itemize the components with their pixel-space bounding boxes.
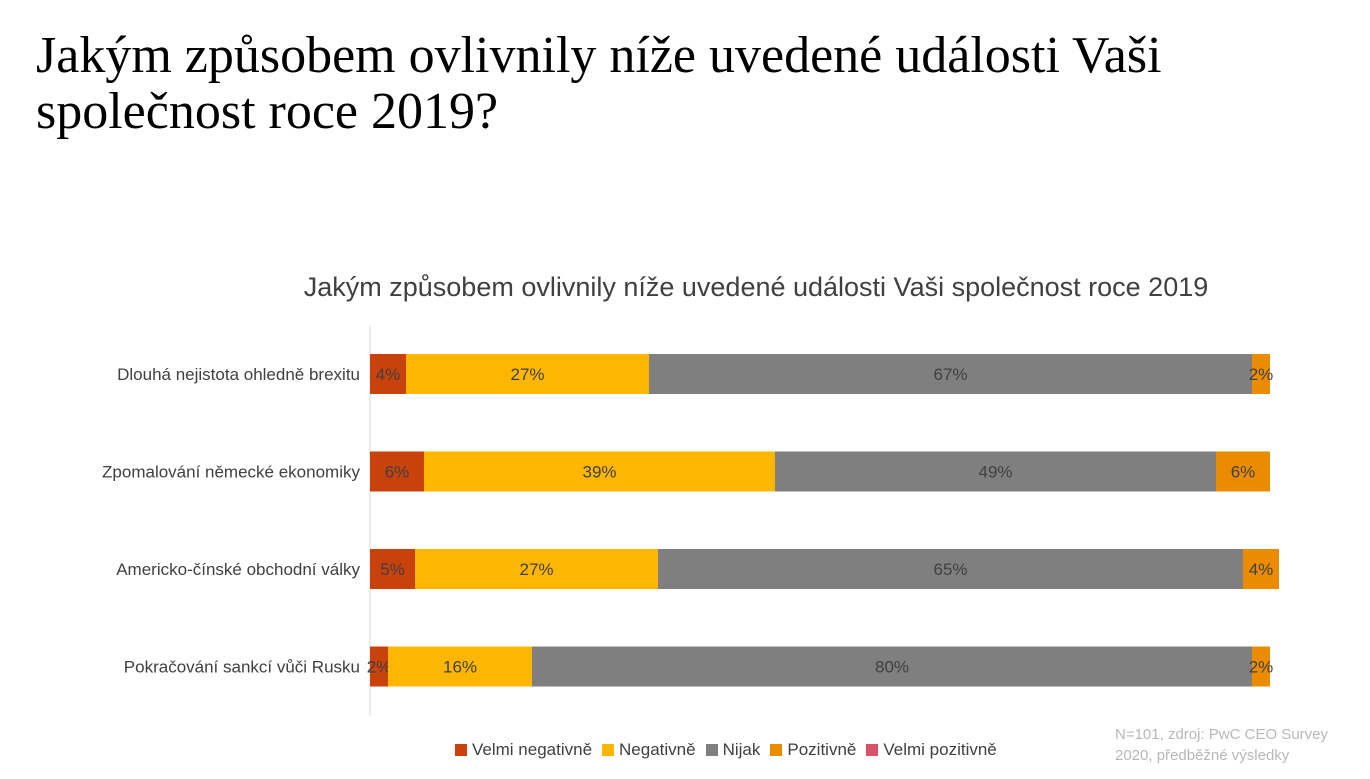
data-label: 4% xyxy=(376,365,401,384)
bar-segment xyxy=(775,451,1216,492)
category-label: Zpomalování německé ekonomiky xyxy=(102,463,360,482)
bar-segment xyxy=(388,646,532,687)
data-label: 80% xyxy=(875,658,909,677)
bar-segment xyxy=(370,549,415,589)
category-label: Pokračování sankcí vůči Rusku xyxy=(124,658,360,677)
legend-item: Velmi pozitivně xyxy=(866,740,997,760)
legend-swatch xyxy=(866,744,879,756)
bar-segment xyxy=(658,549,1243,589)
category-label: Americko-čínské obchodní války xyxy=(116,560,360,579)
data-label: 65% xyxy=(933,560,967,579)
data-label: 67% xyxy=(933,365,967,384)
bar-segment xyxy=(424,451,775,492)
category-label: Dlouhá nejistota ohledně brexitu xyxy=(117,365,360,384)
data-label: 49% xyxy=(978,463,1012,482)
data-label: 2% xyxy=(367,658,392,677)
bar-segment xyxy=(1243,549,1279,589)
legend-label: Pozitivně xyxy=(787,740,857,759)
legend-label: Velmi negativně xyxy=(472,740,593,759)
bar-segment xyxy=(370,354,406,394)
data-label: 16% xyxy=(443,658,477,677)
data-label: 6% xyxy=(385,463,410,482)
legend-item: Velmi negativně xyxy=(455,740,592,760)
bar-segment xyxy=(1252,354,1270,394)
data-label: 5% xyxy=(380,560,405,579)
legend-swatch xyxy=(770,744,783,756)
data-label: 27% xyxy=(519,560,553,579)
source-note: N=101, zdroj: PwC CEO Survey 2020, předb… xyxy=(1115,726,1328,764)
bar-segment xyxy=(1252,646,1270,687)
legend-swatch xyxy=(455,744,467,756)
data-label: 4% xyxy=(1249,560,1274,579)
data-label: 2% xyxy=(1249,658,1274,677)
bar-segment xyxy=(415,549,658,589)
data-label: 27% xyxy=(510,365,544,384)
legend-swatch xyxy=(705,744,718,756)
legend-item: Nijak xyxy=(705,740,761,760)
data-label: 39% xyxy=(582,463,616,482)
data-label: 6% xyxy=(1231,463,1256,482)
bar-segment xyxy=(406,354,649,394)
legend-label: Negativně xyxy=(619,740,696,759)
slide-title: Jakým způsobem ovlivnily níže uvedené ud… xyxy=(36,27,1162,140)
data-label: 2% xyxy=(1249,365,1274,384)
chart-title: Jakým způsobem ovlivnily níže uvedené ud… xyxy=(303,272,1209,302)
bar-segment xyxy=(532,646,1252,687)
legend-swatch xyxy=(602,744,615,756)
chart-legend: Velmi negativně Negativně Nijak Pozitivně Ve… xyxy=(455,738,1007,762)
legend-label: Nijak xyxy=(722,740,761,759)
legend-item: Pozitivně xyxy=(770,740,856,760)
bar-segment xyxy=(370,646,388,687)
legend-label: Velmi pozitivně xyxy=(883,740,997,759)
legend-item: Negativně xyxy=(602,740,696,760)
bar-segment xyxy=(649,354,1252,394)
bar-segment xyxy=(370,451,424,492)
bar-segment xyxy=(1216,451,1270,492)
